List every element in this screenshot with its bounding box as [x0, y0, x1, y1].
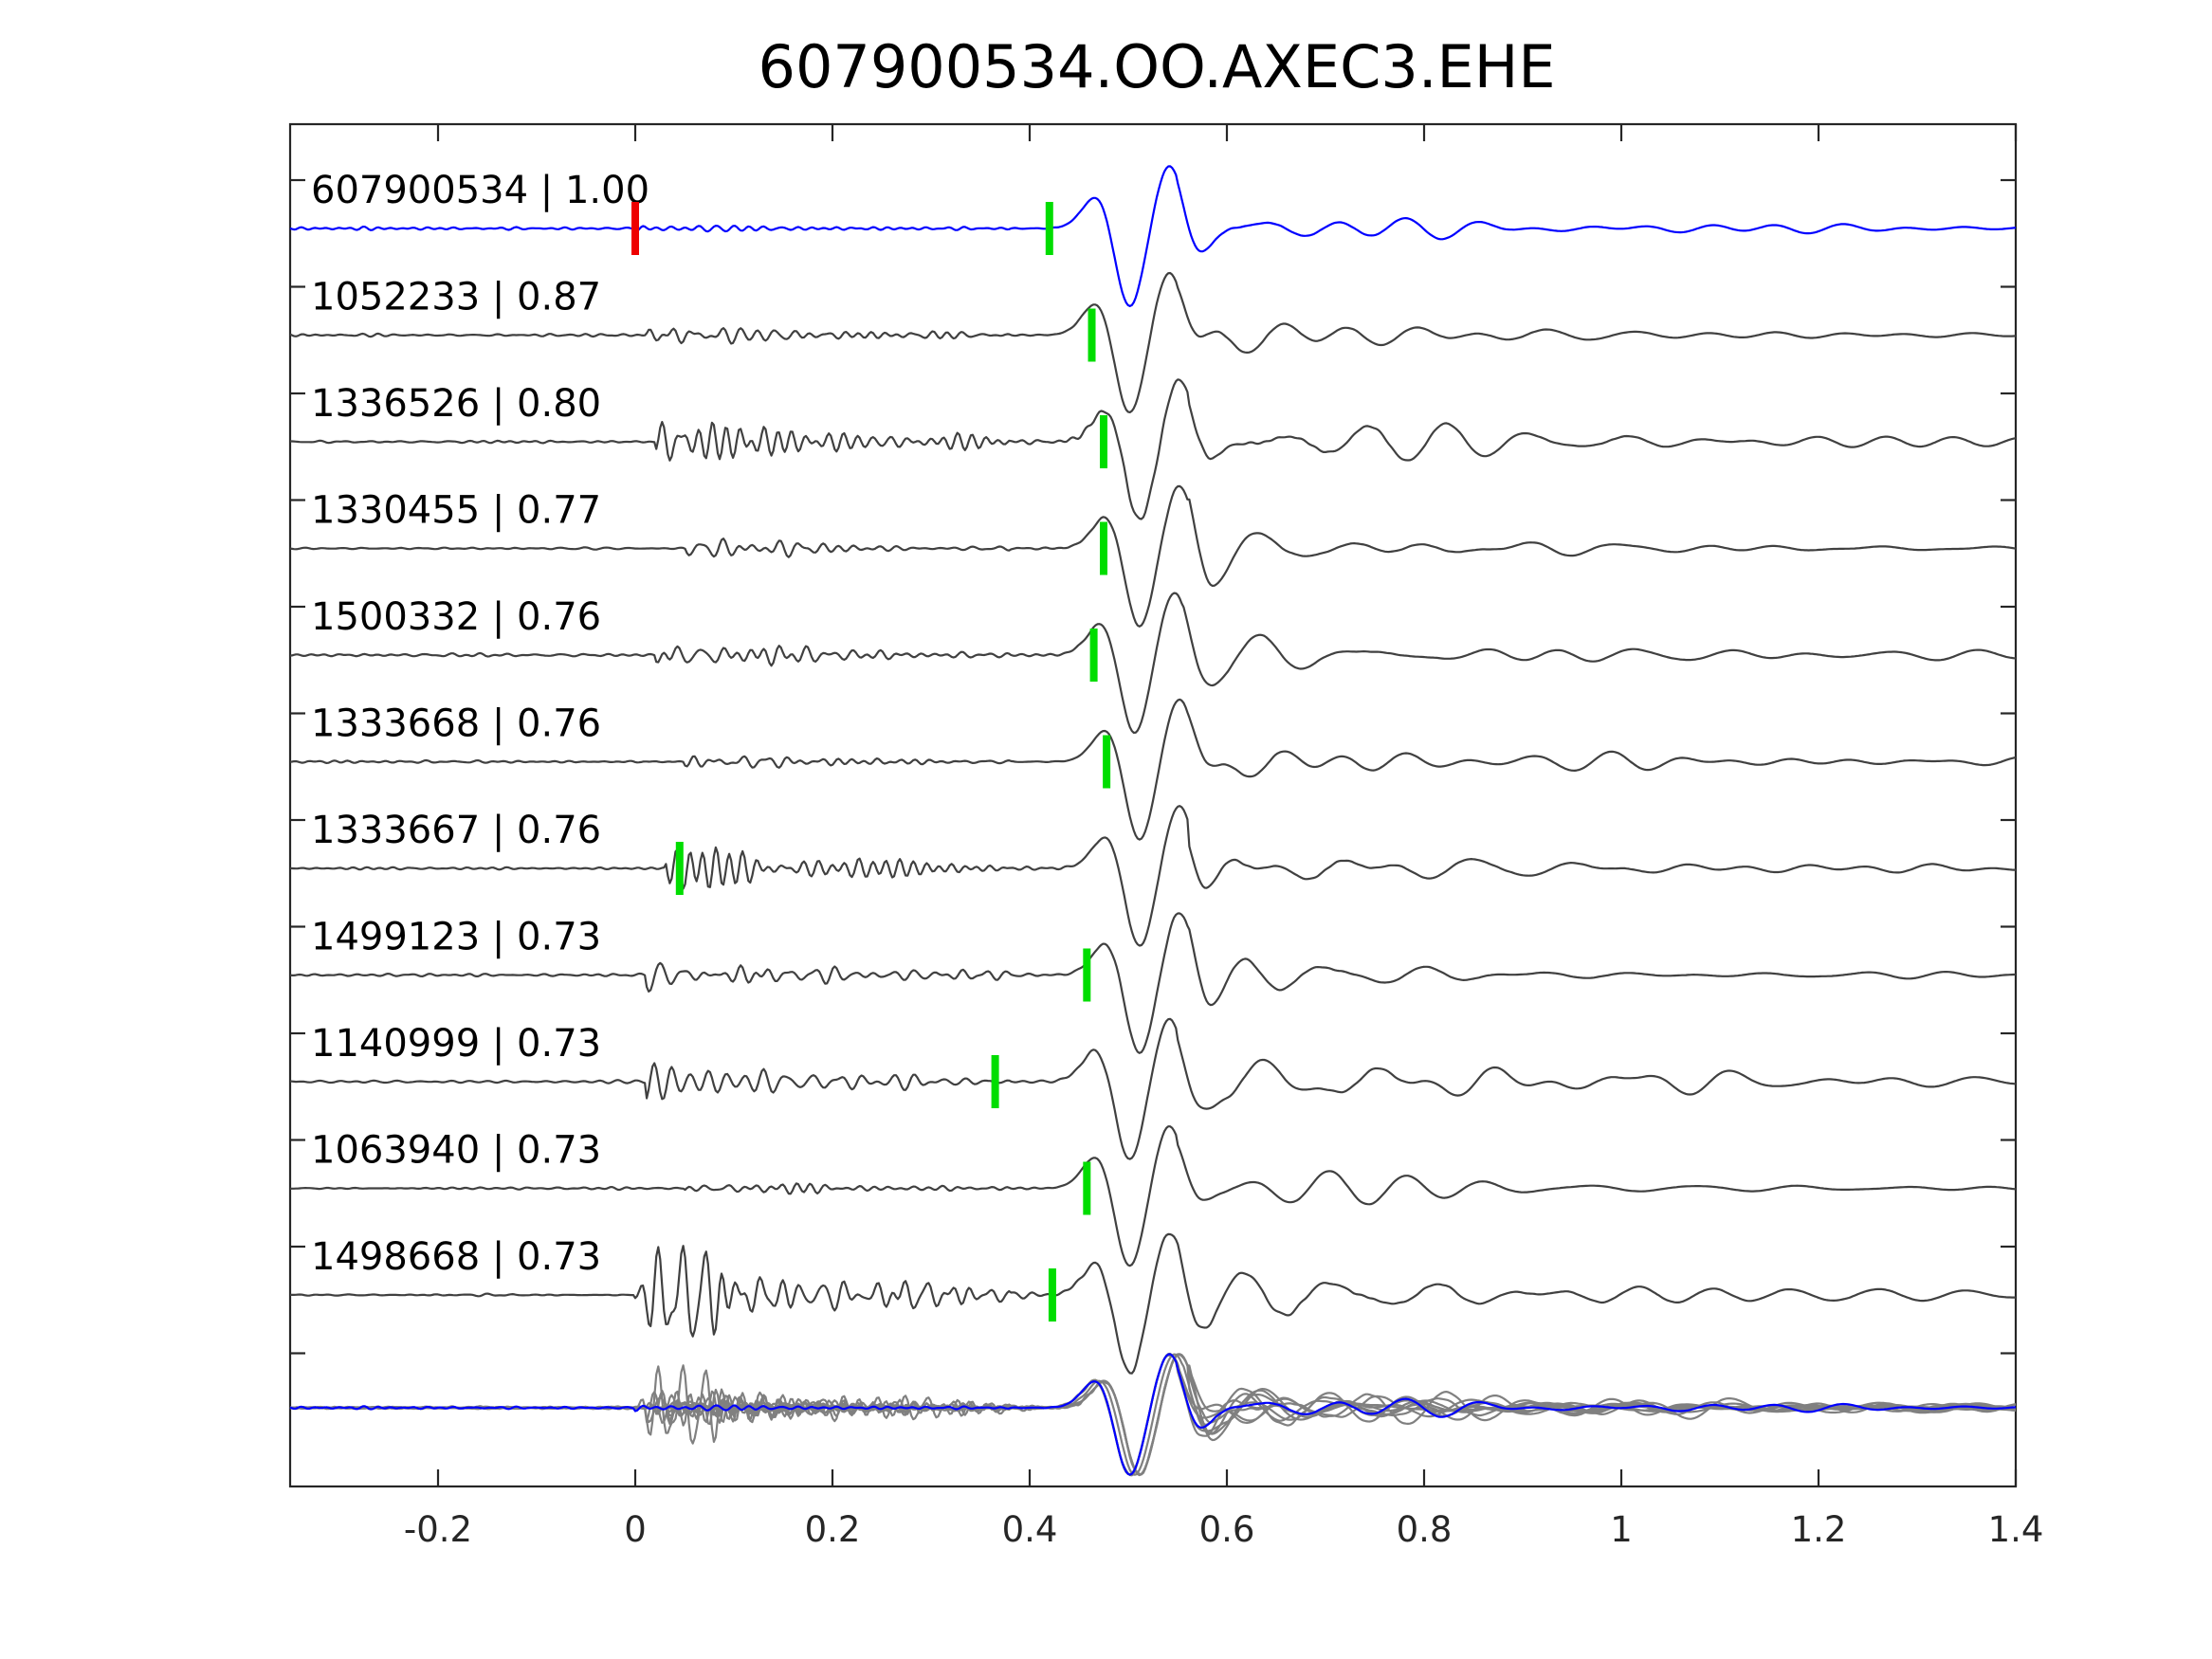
trace-label: 1330455 | 0.77	[311, 489, 601, 533]
trace-label: 1333668 | 0.76	[311, 702, 601, 746]
overlay-trace	[289, 1353, 2017, 1476]
overlay-panel	[289, 1352, 2017, 1477]
trace-line	[290, 378, 2017, 520]
overlay-trace	[289, 1352, 2017, 1476]
x-tick-label: 0.6	[1199, 1509, 1255, 1550]
overlay-template-trace	[289, 1353, 2017, 1476]
x-tick-label: 0.8	[1397, 1509, 1453, 1550]
x-tick-label: 1.4	[1988, 1509, 2044, 1550]
trace-line	[289, 1125, 2017, 1267]
trace-line	[289, 271, 2017, 413]
chart-title: 607900534.OO.AXEC3.EHE	[759, 32, 1556, 101]
trace-line	[289, 484, 2017, 628]
trace-label: 1336526 | 0.80	[311, 382, 601, 426]
trace-label: 607900534 | 1.00	[311, 169, 649, 212]
trace-line	[290, 1232, 2016, 1375]
trace-line	[289, 592, 2017, 734]
trace-stack: 607900534 | 1.00 1052233 | 0.87 1336526 | …	[289, 165, 2017, 1375]
trace-label: 1333667 | 0.76	[311, 809, 601, 852]
trace-label: 1498668 | 0.73	[311, 1235, 601, 1279]
x-tick-label: 0.2	[805, 1509, 861, 1550]
trace-label: 1063940 | 0.73	[311, 1129, 601, 1173]
trace-line	[289, 165, 2017, 307]
trace-label: 1052233 | 0.87	[311, 276, 601, 319]
x-tick-label: -0.2	[404, 1509, 472, 1550]
overlay-trace	[289, 1353, 2017, 1476]
axes-box	[288, 122, 2018, 1488]
x-tick-label: 1	[1610, 1509, 1633, 1550]
overlay-trace	[290, 1353, 2017, 1476]
trace-label: 1499123 | 0.73	[311, 916, 601, 959]
x-tick-label: 1.2	[1791, 1509, 1847, 1550]
trace-label: 1140999 | 0.73	[311, 1022, 601, 1066]
trace-line	[289, 912, 2016, 1054]
x-axis: -0.2 0 0.2 0.4 0.6 0.8 1 1.2 1.4	[290, 124, 2043, 1550]
trace-label: 1500332 | 0.76	[311, 595, 601, 639]
trace-line	[289, 805, 2016, 947]
x-tick-label: 0	[624, 1509, 647, 1550]
trace-line	[289, 698, 2017, 841]
x-tick-label: 0.4	[1002, 1509, 1058, 1550]
trace-line	[289, 1017, 2017, 1160]
overlay-trace	[289, 1353, 2016, 1476]
